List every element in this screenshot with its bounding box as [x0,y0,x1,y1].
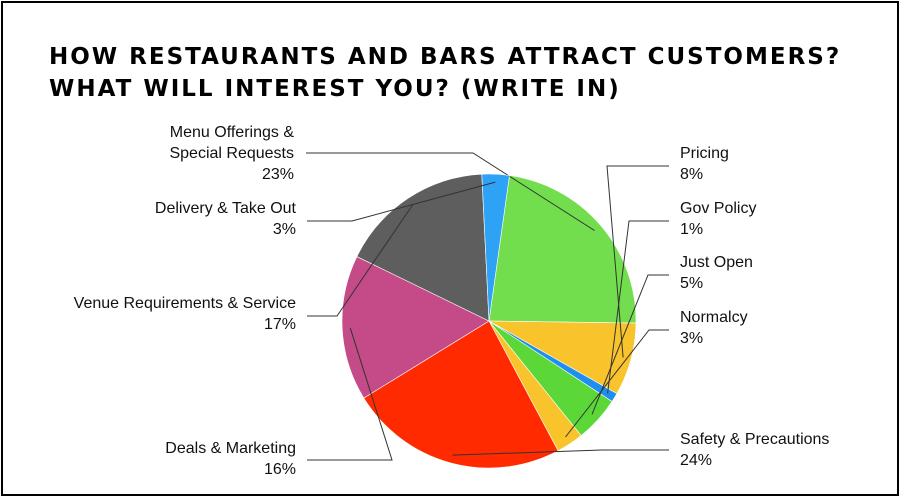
slice-label: Safety & Precautions 24% [680,431,829,469]
slice-value-label: 1% [680,221,703,238]
pie-slice [356,173,490,322]
slice-label: Delivery & Take Out 3% [155,200,297,238]
slice-label: Normalcy 3% [680,309,748,347]
slice-label: Menu Offerings & Special Requests 23% [169,124,294,183]
slice-name-label: Deals & Marketing [165,440,296,457]
slice-value-label: 24% [680,452,712,469]
slice-value-label: 3% [680,330,703,347]
title-line-2: WHAT WILL INTEREST YOU? (WRITE IN) [49,76,621,102]
slice-label: Deals & Marketing 16% [165,440,296,478]
slice-name-label: Menu Offerings & [170,124,295,141]
slice-value-label: 17% [264,316,296,333]
slice-name-label: Gov Policy [680,200,756,217]
slice-label: Gov Policy 1% [680,200,756,238]
chart-title: HOW RESTAURANTS AND BARS ATTRACT CUSTOME… [49,41,841,105]
slice-name-label: Just Open [680,254,753,271]
slice-value-label: 5% [680,275,703,292]
pie-slice [363,320,559,469]
leader-line [452,449,669,456]
title-line-1: HOW RESTAURANTS AND BARS ATTRACT CUSTOME… [49,44,842,70]
leader-line [307,181,496,222]
leader-line [591,274,669,415]
slice-name-label: Safety & Precautions [680,431,829,448]
pie-chart: Menu Offerings & Special Requests 23% Prici… [74,124,830,478]
leader-line [565,329,669,438]
slice-label: Just Open 5% [680,254,753,292]
slice-name-label: Special Requests [169,145,294,162]
leader-line [606,165,669,358]
pie-slice [341,256,490,399]
slice-value-label: 16% [264,461,296,478]
pie-slice [481,173,510,322]
slice-value-label: 3% [273,221,296,238]
slice-label: Pricing 8% [680,145,729,183]
slice-value-label: 23% [262,166,294,183]
pie-slice [488,175,637,324]
slice-name-label: Normalcy [680,309,748,326]
slice-label: Venue Requirements & Service 17% [74,295,296,333]
slice-value-label: 8% [680,166,703,183]
leader-line [307,204,413,317]
leader-line [607,220,669,394]
leader-line [307,327,393,461]
leader-line [306,152,595,231]
slice-name-label: Delivery & Take Out [155,200,297,217]
slice-name-label: Pricing [680,145,729,162]
slice-name-label: Venue Requirements & Service [74,295,296,312]
